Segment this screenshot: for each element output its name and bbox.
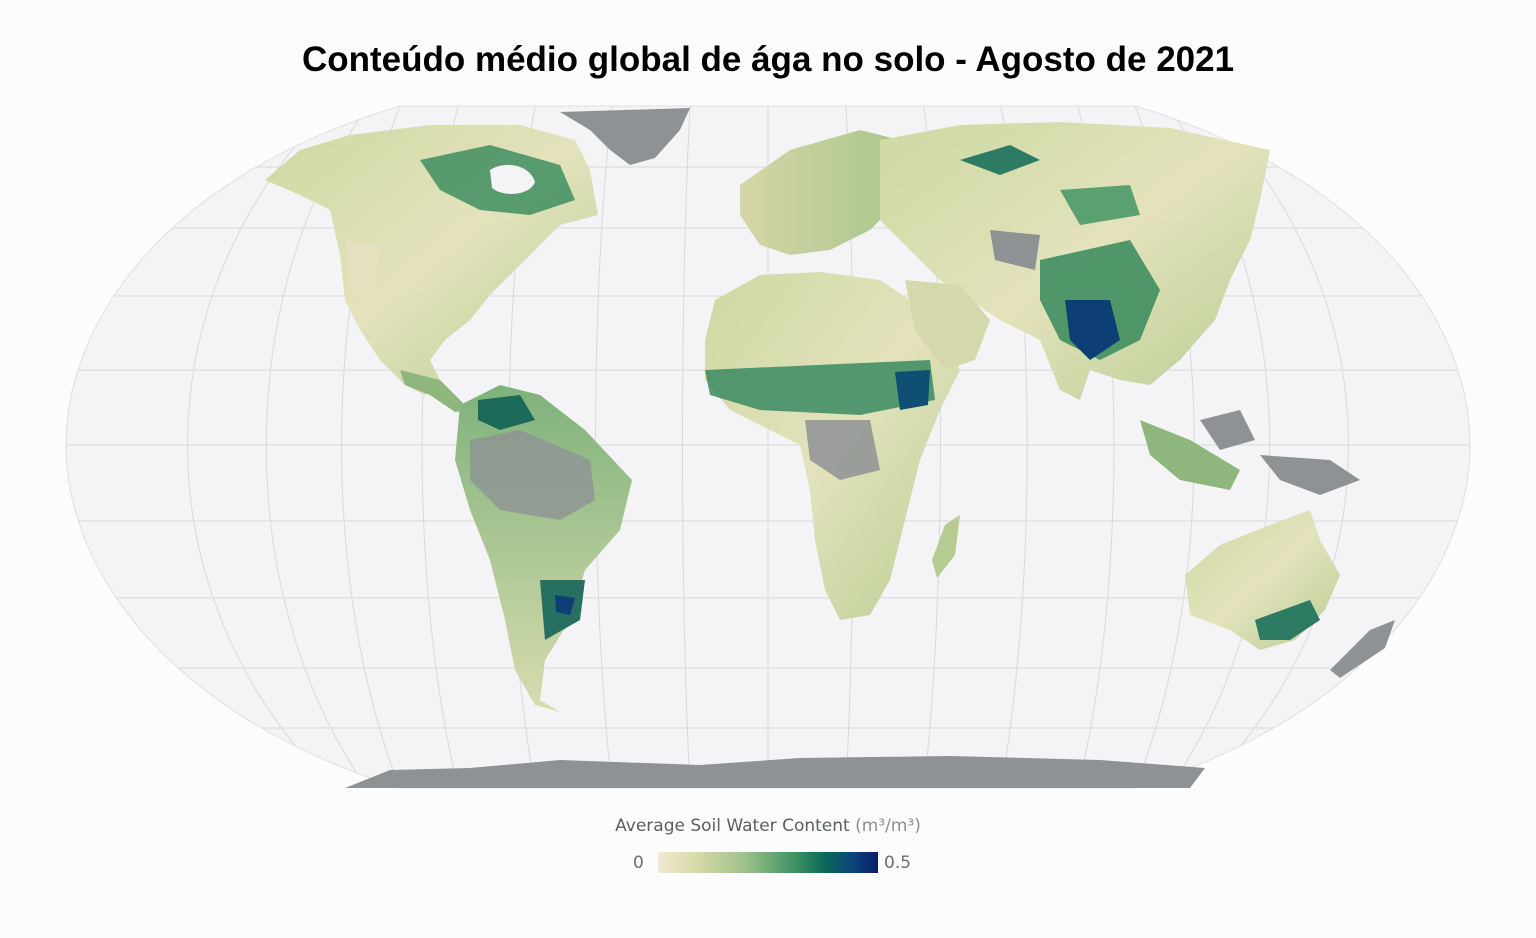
greenland-region xyxy=(560,108,690,165)
legend-unit: (m³/m³) xyxy=(855,816,921,836)
europe-region xyxy=(740,130,900,255)
central-america-region xyxy=(400,370,470,412)
legend-color-bar xyxy=(658,852,878,873)
map-title: Conteúdo médio global de ága no solo - A… xyxy=(301,40,1235,79)
antarctica-region xyxy=(345,756,1205,788)
legend-title: Average Soil Water Content (m³/m³) xyxy=(0,816,1536,836)
southeast-asia-islands xyxy=(1140,420,1240,490)
arabia-region xyxy=(905,280,990,370)
madagascar-region xyxy=(932,515,960,578)
legend-min-value: 0 xyxy=(633,853,644,873)
legend-label: Average Soil Water Content xyxy=(615,816,850,836)
land-masses xyxy=(265,108,1395,788)
legend-max-value: 0.5 xyxy=(884,853,912,873)
new-zealand-region xyxy=(1330,620,1395,678)
